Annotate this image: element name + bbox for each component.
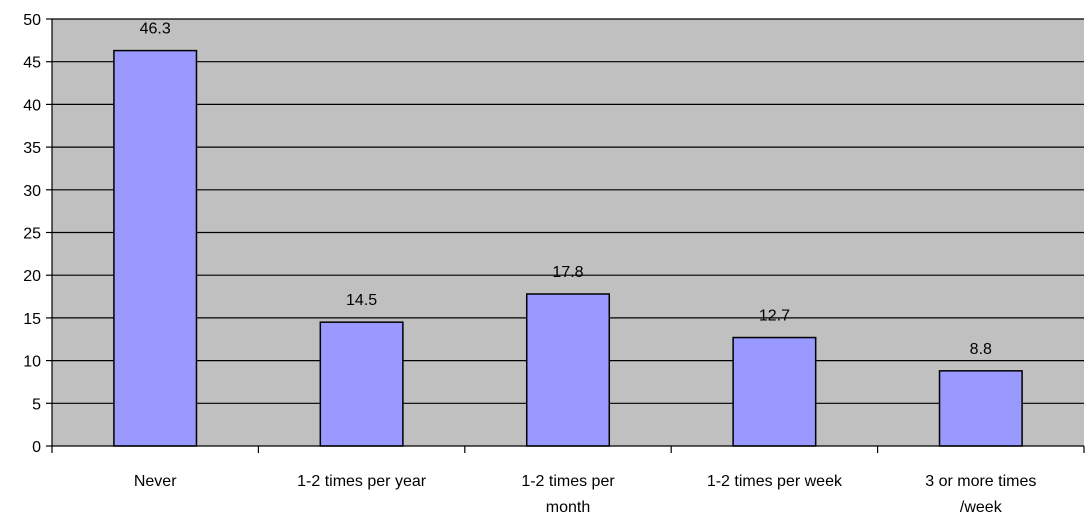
y-tick-label: 25 bbox=[23, 226, 41, 243]
bar bbox=[525, 293, 611, 447]
y-tick-label: 30 bbox=[23, 183, 41, 200]
y-tick-label: 50 bbox=[23, 12, 41, 29]
data-label: 8.8 bbox=[970, 341, 992, 358]
x-axis-labels: Never 1-2 times per year 1-2 times per mont… bbox=[134, 473, 1037, 516]
bar bbox=[113, 49, 198, 447]
y-tick-label: 40 bbox=[23, 97, 41, 114]
data-label: 17.8 bbox=[552, 264, 583, 281]
data-labels: 46.3 14.5 17.8 12.7 8.8 bbox=[140, 21, 992, 358]
bar bbox=[938, 370, 1023, 447]
y-tick-label: 5 bbox=[32, 396, 41, 413]
y-tick-label: 35 bbox=[23, 140, 41, 157]
data-label: 46.3 bbox=[140, 21, 171, 38]
data-label: 12.7 bbox=[759, 308, 790, 325]
x-tick-label: 1-2 times per week bbox=[707, 473, 843, 490]
y-tick-label: 45 bbox=[23, 55, 41, 72]
y-tick-label: 0 bbox=[32, 439, 41, 456]
y-axis-ticks: 0 5 10 15 20 25 30 35 40 45 50 bbox=[23, 12, 52, 456]
x-tick-label: 1-2 times per month bbox=[521, 473, 615, 516]
bar bbox=[732, 336, 817, 447]
bar bbox=[319, 321, 404, 447]
y-tick-label: 15 bbox=[23, 311, 41, 328]
y-tick-label: 20 bbox=[23, 268, 41, 285]
x-tick-label: 1-2 times per year bbox=[297, 473, 427, 490]
x-tick-label: Never bbox=[134, 473, 177, 490]
x-tick-label: 3 or more times/week bbox=[925, 473, 1036, 516]
bars bbox=[113, 49, 1023, 447]
data-label: 14.5 bbox=[346, 292, 377, 309]
y-tick-label: 10 bbox=[23, 354, 41, 371]
